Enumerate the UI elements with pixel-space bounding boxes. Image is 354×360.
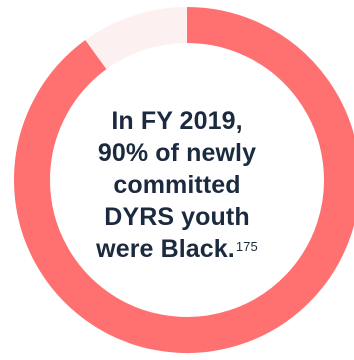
donut-slices: [14, 7, 354, 353]
caption-line-5-text: were Black.: [96, 235, 235, 263]
caption-line-2: 90% of newly: [97, 139, 257, 167]
donut-slice-black: [14, 7, 354, 353]
caption-line-4: DYRS youth: [104, 203, 250, 231]
caption-line-3: committed: [113, 171, 241, 199]
footnote-marker: 175: [235, 239, 258, 254]
donut-slice-other: [85, 7, 188, 70]
caption-line-5: were Black.175: [62, 233, 292, 265]
chart-caption: In FY 2019, 90% of newly committed DYRS …: [62, 105, 292, 265]
caption-line-1: In FY 2019,: [111, 107, 243, 135]
